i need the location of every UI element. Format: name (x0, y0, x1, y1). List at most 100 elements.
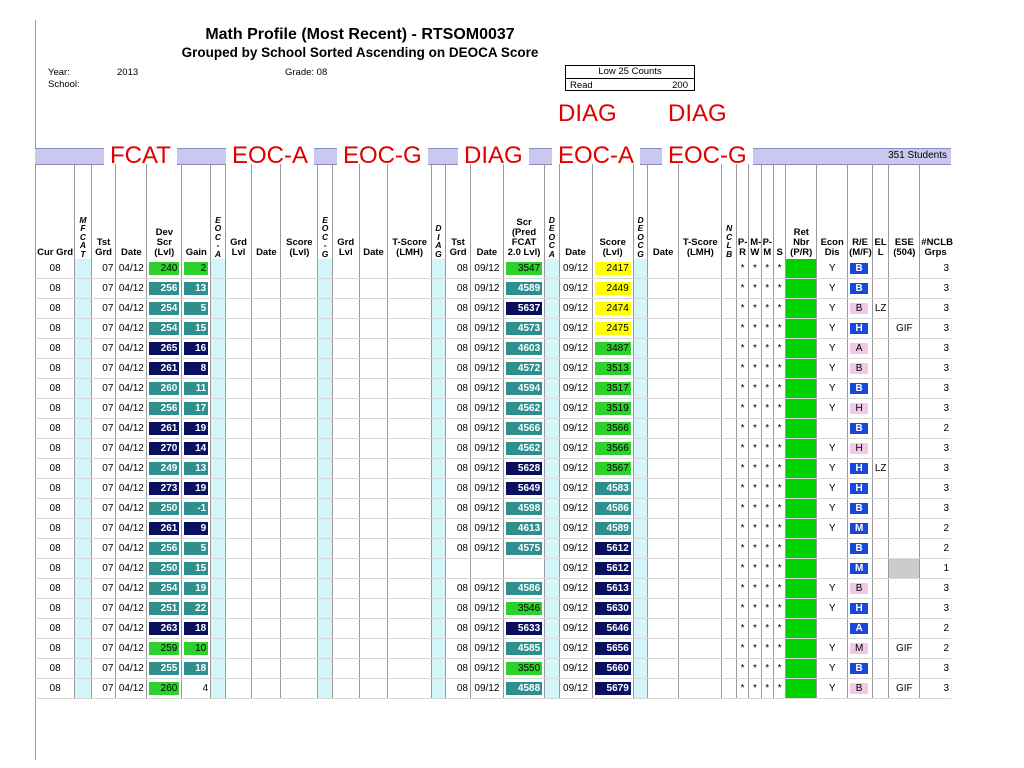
column-header[interactable]: Score (Lvl) (591, 164, 634, 259)
table-row[interactable]: 08 07 04/12 263 18 08 09/12 5633 09/12 5646 * * * * A 2 (34, 618, 951, 639)
nclb-flag: * (772, 558, 786, 579)
column-header[interactable]: Date (115, 164, 147, 259)
eocg-date (358, 558, 388, 579)
diag-date: 09/12 (469, 678, 504, 699)
eocg-date (358, 578, 388, 599)
column-header[interactable]: Date (647, 164, 679, 259)
column-header[interactable]: EL L (871, 164, 889, 259)
deocg-date (647, 318, 679, 339)
ese (888, 558, 920, 579)
deoca-score-cell: 4589 (591, 518, 634, 539)
column-header[interactable]: Grd Lvl (331, 164, 360, 259)
table-row[interactable]: 08 07 04/12 270 14 08 09/12 4562 09/12 3566 * * * * Y H… (34, 438, 951, 459)
year-value: 2013 (117, 67, 139, 78)
eocg-flag (317, 498, 333, 519)
column-header[interactable]: Gain (181, 164, 211, 259)
table-row[interactable]: 08 07 04/12 255 18 08 09/12 3550 09/12 5660 * * * * Y B… (34, 658, 951, 679)
eoca-score (280, 298, 318, 319)
table-row[interactable]: 08 07 04/12 261 8 08 09/12 4572 09/12 3513 * * * * Y B 3 (34, 358, 951, 379)
column-header[interactable]: Date (251, 164, 281, 259)
column-header[interactable]: T-Score (LMH) (678, 164, 722, 259)
deocg-date (647, 678, 679, 699)
column-header[interactable]: Date (358, 164, 388, 259)
column-header[interactable]: P-R (735, 164, 749, 259)
table-row[interactable]: 08 07 04/12 256 13 08 09/12 4589 09/12 2449 * * * * Y B… (34, 278, 951, 299)
diag-score-cell: 4562 (502, 398, 545, 419)
deoca-flag (544, 618, 560, 639)
eocg-date (358, 598, 388, 619)
eocg-flag (317, 338, 333, 359)
nclb-flag: * (748, 338, 762, 359)
nclb-groups: 3 (919, 298, 951, 319)
nclb-flag: * (772, 498, 786, 519)
diag-date: 09/12 (469, 298, 504, 319)
column-header[interactable]: P-M (760, 164, 774, 259)
eoca-flag (210, 618, 226, 639)
column-header[interactable]: S (772, 164, 786, 259)
dev-score: 265 (149, 342, 180, 355)
table-row[interactable]: 08 07 04/12 240 2 08 09/12 3547 09/12 2417 * * * * Y B 3 (34, 259, 951, 279)
eoca-date (251, 598, 281, 619)
column-header[interactable]: Date (558, 164, 593, 259)
deocg-tscore (678, 518, 722, 539)
table-row[interactable]: 08 07 04/12 265 16 08 09/12 4603 09/12 3487 * * * * Y A… (34, 338, 951, 359)
table-row[interactable]: 08 07 04/12 251 22 08 09/12 3546 09/12 5630 * * * * Y H… (34, 598, 951, 619)
table-row[interactable]: 08 07 04/12 260 4 08 09/12 4588 09/12 5679 * * * * Y B G… (34, 678, 951, 699)
eocg-tscore (387, 598, 432, 619)
table-row[interactable]: 08 07 04/12 261 19 08 09/12 4566 09/12 3566 * * * * B 2 (34, 418, 951, 439)
column-header[interactable]: T-Score (LMH) (387, 164, 432, 259)
table-row[interactable]: 08 07 04/12 250 -1 08 09/12 4598 09/12 4586 * * * * Y B… (34, 498, 951, 519)
dev-score-cell: 259 (146, 638, 182, 659)
mfcat (74, 518, 92, 539)
deoca-score-cell: 2474 (591, 298, 634, 319)
ese: GIF (888, 678, 920, 699)
retention (785, 278, 817, 299)
table-row[interactable]: 08 07 04/12 261 9 08 09/12 4613 09/12 4589 * * * * Y M 2 (34, 518, 951, 539)
nclb-flag: * (772, 658, 786, 679)
table-row[interactable]: 08 07 04/12 254 19 08 09/12 4586 09/12 5613 * * * * Y B… (34, 578, 951, 599)
gain-score: 13 (184, 282, 209, 295)
eocg-flag (317, 658, 333, 679)
eocg-flag (317, 638, 333, 659)
column-header[interactable]: Econ Dis (816, 164, 848, 259)
table-row[interactable]: 08 07 04/12 254 5 08 09/12 5637 09/12 2474 * * * * Y B L… (34, 298, 951, 319)
column-header[interactable]: Tst Grd (445, 164, 471, 259)
table-row[interactable]: 08 07 04/12 260 11 08 09/12 4594 09/12 3517 * * * * Y B… (34, 378, 951, 399)
table-row[interactable]: 08 07 04/12 256 5 08 09/12 4575 09/12 5612 * * * * B 2 (34, 538, 951, 559)
ese (888, 438, 920, 459)
column-header[interactable]: Grd Lvl (224, 164, 252, 259)
column-header[interactable]: Tst Grd (90, 164, 116, 259)
mfcat (74, 658, 92, 679)
table-row[interactable]: 08 07 04/12 250 15 09/12 5612 * * * * M 1 (34, 558, 951, 579)
column-header[interactable]: Date (469, 164, 504, 259)
column-header[interactable]: R/E (M/F) (847, 164, 873, 259)
column-header[interactable]: Ret Nbr (P/R) (785, 164, 817, 259)
eoca-flag (210, 438, 226, 459)
table-row[interactable]: 08 07 04/12 249 13 08 09/12 5628 09/12 3567 * * * * Y H… (34, 458, 951, 479)
race-cell: H (847, 458, 873, 479)
deoca-score: 5612 (594, 562, 631, 575)
eocg-tscore (387, 658, 432, 679)
column-header[interactable]: Score (Lvl) (280, 164, 318, 259)
column-header[interactable]: ESE (504) (888, 164, 920, 259)
column-header[interactable]: #NCLB Grps (919, 164, 953, 259)
table-row[interactable]: 08 07 04/12 254 15 08 09/12 4573 09/12 2475 * * * * Y H… (34, 318, 951, 339)
column-header[interactable]: Dev Scr (Lvl) (146, 164, 182, 259)
column-header[interactable]: Cur Grd (34, 164, 75, 259)
table-row[interactable]: 08 07 04/12 273 19 08 09/12 5649 09/12 4583 * * * * Y H… (34, 478, 951, 499)
table-row[interactable]: 08 07 04/12 256 17 08 09/12 4562 09/12 3519 * * * * Y H… (34, 398, 951, 419)
column-header[interactable]: M-W (748, 164, 761, 259)
nclb-flag: * (772, 259, 786, 279)
test-date: 04/12 (115, 678, 147, 699)
nclb-flag: * (760, 538, 774, 559)
eocg-flag (317, 378, 333, 399)
column-header[interactable]: Scr (Pred FCAT 2.0 Lvl) (502, 164, 545, 259)
table-row[interactable]: 08 07 04/12 259 10 08 09/12 4585 09/12 5656 * * * * Y M… (34, 638, 951, 659)
